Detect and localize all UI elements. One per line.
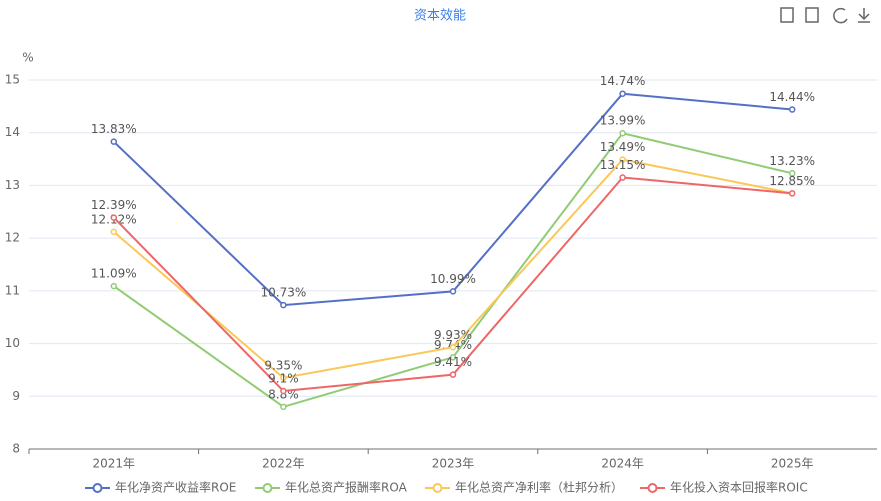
point (788, 170, 796, 177)
value-label: 13.99% (600, 114, 646, 128)
legend-label: 年化总资产净利率（杜邦分析） (455, 480, 623, 495)
value-label: 12.39% (91, 198, 137, 212)
toolbar (780, 7, 870, 24)
x-tick-label: 2023年 (432, 457, 475, 471)
legend-label: 年化投入资本回报率ROIC (670, 480, 808, 495)
point (619, 156, 626, 163)
point (110, 282, 118, 290)
x-tick-label: 2024年 (601, 457, 644, 471)
point (110, 214, 118, 221)
download-button[interactable] (858, 8, 870, 23)
value-label: 10.99% (430, 272, 476, 286)
point (280, 301, 287, 309)
point (788, 106, 796, 113)
y-tick-label: 14 (5, 125, 20, 139)
y-tick-label: 9 (12, 389, 20, 403)
print-button[interactable] (780, 7, 794, 23)
value-label: 9.35% (264, 358, 302, 372)
y-tick-label: 15 (5, 73, 20, 87)
point (619, 129, 626, 137)
point (449, 288, 457, 295)
refresh-button[interactable] (833, 7, 848, 24)
point (280, 374, 287, 382)
y-tick-label: 12 (5, 231, 20, 245)
y-tick-label: 13 (5, 178, 20, 192)
point (788, 190, 796, 197)
value-label: 13.49% (600, 140, 646, 154)
value-label: 13.83% (91, 122, 137, 136)
value-label: 11.09% (91, 267, 137, 281)
value-label: 9.41% (434, 355, 472, 369)
value-label: 10.73% (261, 286, 307, 300)
legend-label: 年化净资产收益率ROE (115, 480, 236, 495)
y-tick-label: 10 (5, 336, 20, 350)
legend-marker (92, 483, 103, 493)
value-label: 12.85% (769, 174, 815, 188)
point (619, 90, 626, 97)
legend-label: 年化总资产报酬率ROA (285, 480, 408, 495)
point (619, 174, 626, 181)
x-tick-label: 2022年 (262, 457, 305, 471)
x-tick-label: 2021年 (93, 457, 136, 471)
value-label: 14.74% (600, 74, 646, 88)
value-label: 9.1% (268, 372, 299, 386)
point (449, 371, 457, 378)
value-label: 14.44% (769, 90, 815, 104)
y-axis-unit: % (22, 51, 33, 65)
value-label: 13.15% (600, 158, 646, 172)
chart-title: 资本效能 (414, 9, 466, 24)
point (110, 228, 118, 236)
value-label: 9.93% (434, 328, 472, 342)
point (280, 387, 287, 395)
y-tick-label: 11 (5, 283, 20, 297)
y-tick-label: 8 (12, 442, 20, 456)
value-label: 13.23% (769, 154, 815, 168)
legend-marker (432, 483, 443, 493)
point (110, 138, 118, 145)
legend-marker (262, 483, 273, 493)
data-view-button[interactable] (805, 7, 819, 23)
point (449, 344, 457, 351)
x-tick-label: 2025年 (771, 457, 814, 471)
legend-marker (647, 483, 658, 493)
point (449, 354, 457, 361)
point (280, 403, 287, 411)
